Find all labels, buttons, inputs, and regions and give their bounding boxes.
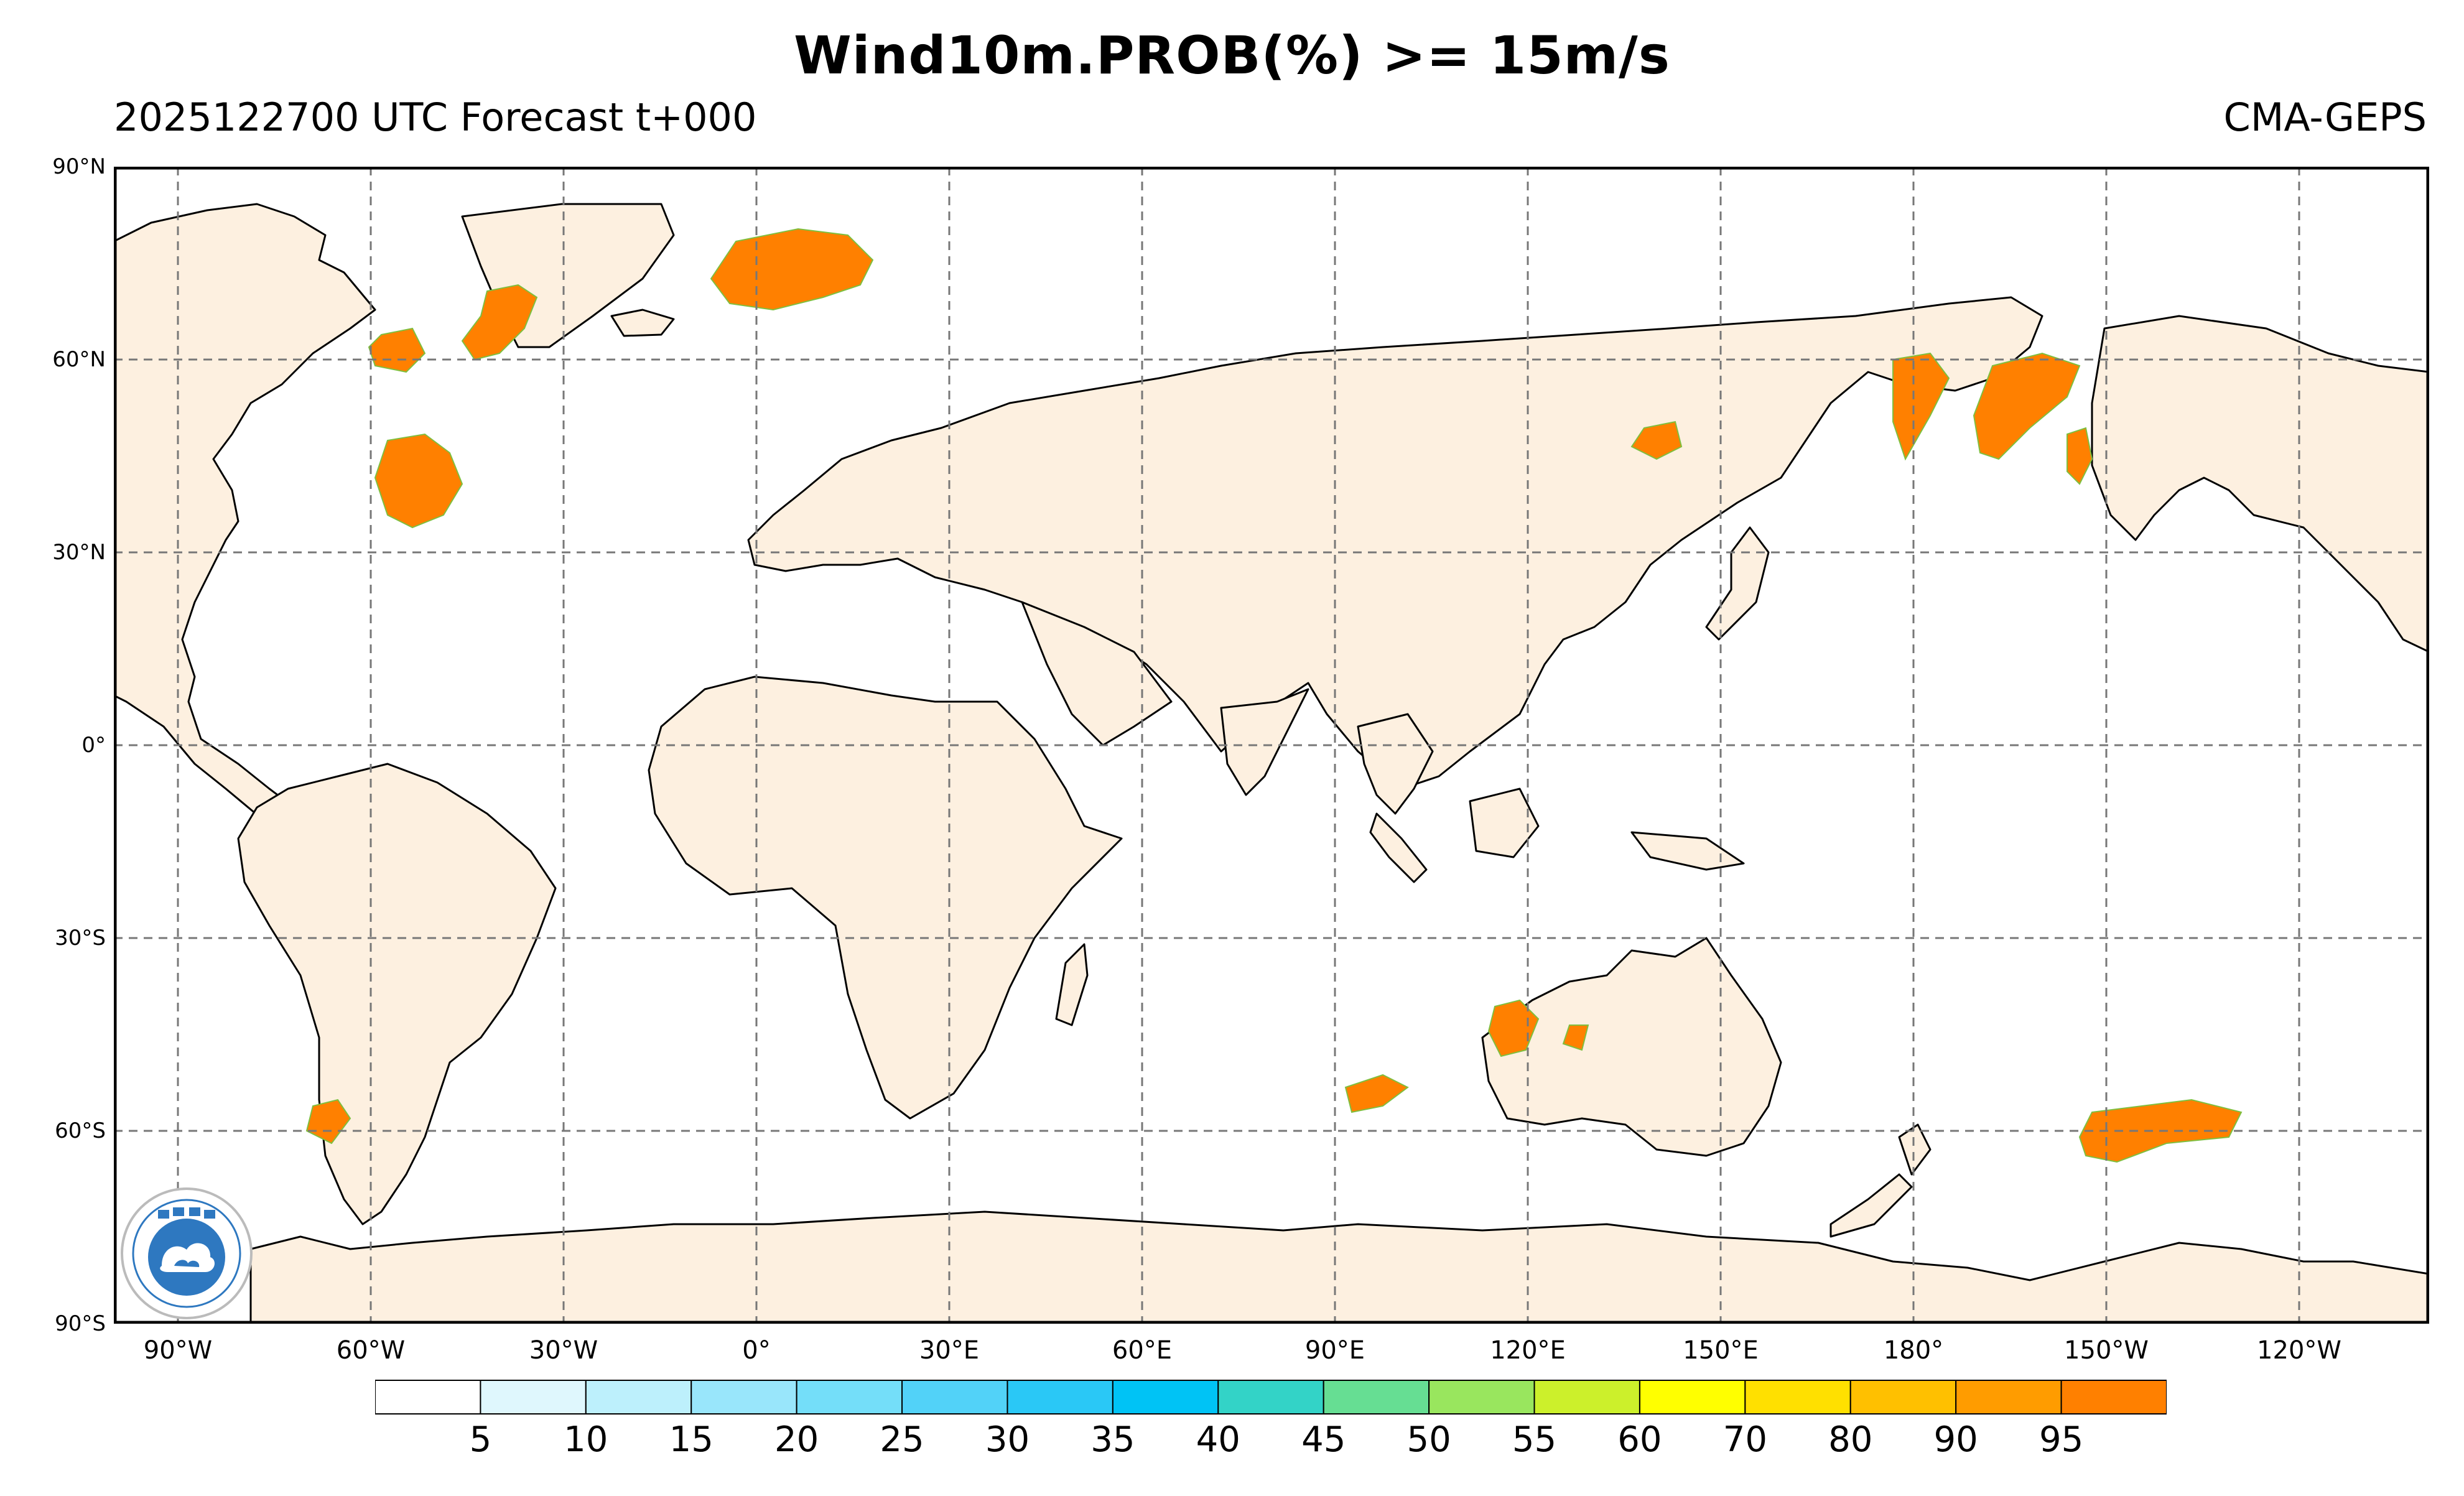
colorbar-label: 90 (1933, 1419, 1978, 1460)
colorbar-swatch (1955, 1380, 2062, 1415)
lon-label-90w: 90°W (143, 1336, 213, 1365)
colorbar-swatch (480, 1380, 587, 1415)
colorbar-label: 60 (1617, 1419, 1662, 1460)
lon-label-30w: 30°W (529, 1336, 598, 1365)
colorbar-swatch (374, 1380, 481, 1415)
colorbar-label: 45 (1301, 1419, 1346, 1460)
lon-label-180: 180° (1883, 1336, 1944, 1365)
colorbar-label: 80 (1828, 1419, 1873, 1460)
colorbar-label: 20 (774, 1419, 819, 1460)
lon-label-150e: 150°E (1683, 1336, 1759, 1365)
colorbar-label: 35 (1090, 1419, 1135, 1460)
lon-label-30e: 30°E (919, 1336, 980, 1365)
lat-label-30n: 30°N (52, 540, 106, 565)
colorbar-label: 10 (564, 1419, 608, 1460)
colorbar-label: 5 (469, 1419, 492, 1460)
colorbar-swatch (690, 1380, 797, 1415)
colorbar-label: 50 (1406, 1419, 1451, 1460)
colorbar-label: 25 (880, 1419, 924, 1460)
colorbar-swatch (1112, 1380, 1219, 1415)
lat-label-90s: 90°S (55, 1311, 106, 1336)
colorbar-swatch (1007, 1380, 1113, 1415)
colorbar-label: 40 (1196, 1419, 1240, 1460)
lon-label-90e: 90°E (1304, 1336, 1365, 1365)
cma-logo (118, 1185, 255, 1322)
colorbar-label: 55 (1512, 1419, 1557, 1460)
colorbar-swatch (2060, 1380, 2168, 1415)
lon-label-60w: 60°W (336, 1336, 406, 1365)
colorbar-label: 95 (2039, 1419, 2084, 1460)
lon-label-60e: 60°E (1112, 1336, 1173, 1365)
colorbar-label: 30 (985, 1419, 1030, 1460)
colorbar-swatch (1323, 1380, 1430, 1415)
colorbar-swatch (1744, 1380, 1851, 1415)
lat-label-60n: 60°N (52, 347, 106, 372)
lat-label-60s: 60°S (55, 1118, 106, 1143)
lon-label-150w: 150°W (2064, 1336, 2149, 1365)
lon-label-0: 0° (742, 1336, 771, 1365)
lat-label-0: 0° (81, 733, 106, 758)
colorbar-swatch (1217, 1380, 1324, 1415)
map-title: Wind10m.PROB(%) >= 15m/s (794, 25, 1670, 86)
world-map (113, 166, 2430, 1325)
land-masses (113, 203, 2430, 1325)
colorbar-label: 70 (1722, 1419, 1767, 1460)
colorbar-swatch (585, 1380, 692, 1415)
colorbar-swatch (1849, 1380, 1957, 1415)
colorbar-swatch (1639, 1380, 1746, 1415)
lon-label-120e: 120°E (1490, 1336, 1566, 1365)
colorbar-label: 15 (669, 1419, 714, 1460)
lat-label-90n: 90°N (52, 154, 106, 179)
colorbar-swatch (796, 1380, 903, 1415)
colorbar-swatch (901, 1380, 1008, 1415)
model-name: CMA-GEPS (2223, 95, 2427, 140)
lat-label-30s: 30°S (55, 926, 106, 950)
graticule (114, 167, 2429, 1324)
colorbar-swatch (1428, 1380, 1535, 1415)
probability-colorbar (374, 1380, 2168, 1415)
colorbar-swatch (1533, 1380, 1640, 1415)
forecast-time: 2025122700 UTC Forecast t+000 (114, 95, 757, 140)
lon-label-120w: 120°W (2257, 1336, 2341, 1365)
